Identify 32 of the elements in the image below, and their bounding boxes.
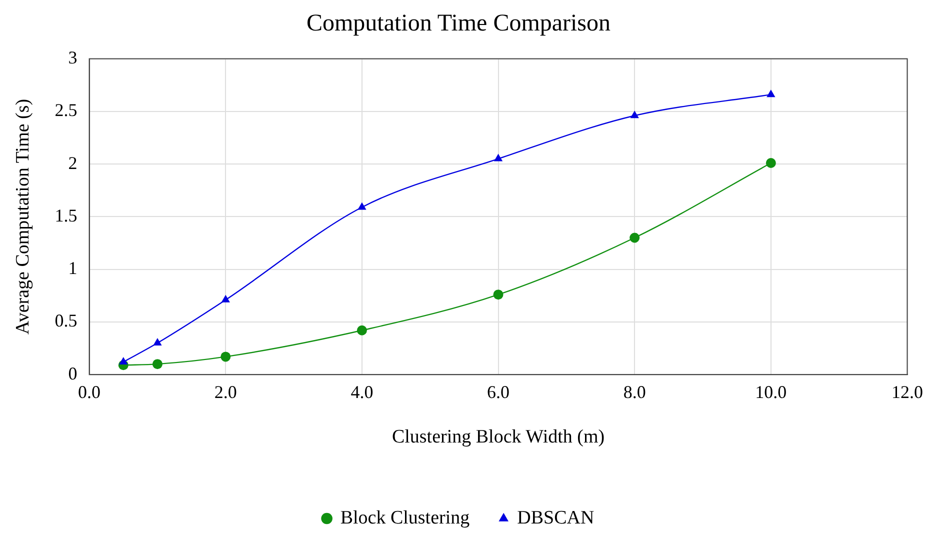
point [221, 294, 230, 302]
x-tick-label: 8.0 [623, 382, 646, 402]
y-tick-label: 1.5 [54, 205, 78, 226]
chart-title: Computation Time Comparison [306, 10, 611, 37]
legend-label: Block Clustering [340, 507, 470, 528]
point [630, 110, 639, 118]
legend-label: DBSCAN [517, 507, 594, 528]
point [494, 154, 503, 162]
y-tick-label: 3 [68, 48, 78, 68]
y-tick-label: 2 [68, 152, 78, 173]
x-tick-label: 10.0 [755, 382, 787, 402]
point [356, 325, 367, 336]
point [766, 158, 776, 168]
y-tick-label: 0 [68, 363, 78, 384]
point [119, 356, 128, 364]
x-tick-label: 12.0 [892, 382, 923, 402]
point [630, 232, 640, 243]
point [493, 290, 504, 300]
x-axis-title: Clustering Block Width (m) [392, 426, 605, 448]
point [152, 359, 162, 370]
y-tick-label: 2.5 [54, 100, 78, 120]
point [153, 338, 162, 346]
y-tick-label: 1 [68, 258, 78, 278]
x-tick-label: 6.0 [487, 382, 510, 402]
y-tick-label: 0.5 [54, 310, 78, 331]
x-tick-label: 2.0 [214, 382, 237, 402]
point [220, 352, 231, 362]
x-tick-label: 4.0 [350, 382, 374, 402]
y-axis-title: Average Computation Time (s) [12, 98, 34, 334]
point [766, 90, 776, 98]
point [358, 202, 366, 210]
x-tick-label: 0.0 [78, 382, 101, 402]
